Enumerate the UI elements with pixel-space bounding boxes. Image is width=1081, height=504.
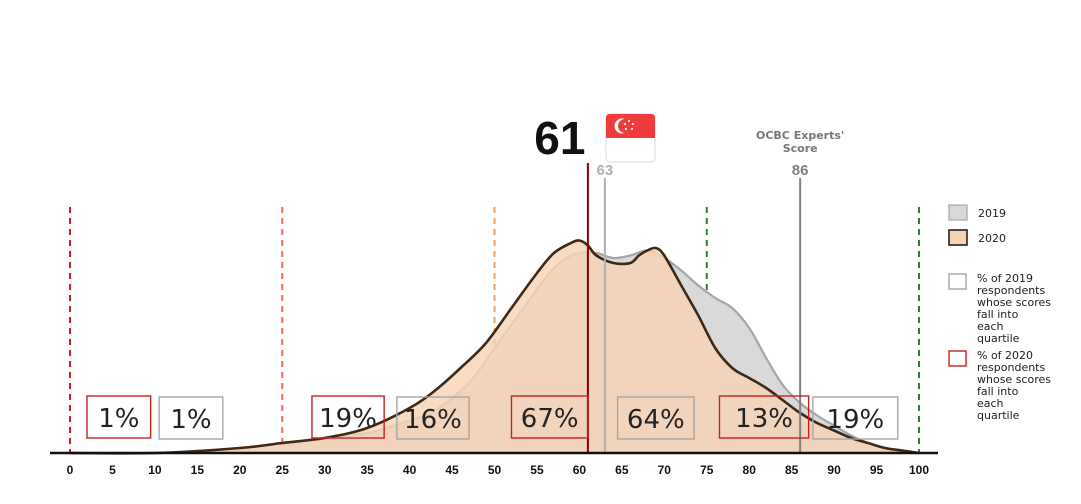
quartile-box-2019	[158, 396, 224, 440]
flag-star	[624, 127, 628, 131]
flag-star	[623, 122, 627, 126]
legend-label-2019: % of 2019 respondents whose scores fall int…	[977, 272, 1051, 345]
legend-label-2019: 2019	[978, 207, 1006, 220]
x-tick-label: 40	[403, 463, 417, 477]
x-tick-label: 95	[870, 463, 884, 477]
x-tick-label: 70	[658, 463, 672, 477]
x-tick-label: 85	[785, 463, 799, 477]
area-fill-2020	[70, 240, 919, 454]
legend-label-2020: % of 2020 respondents whose scores fall int…	[977, 349, 1051, 422]
x-tick-label: 75	[700, 463, 714, 477]
score-markers: 61 63 86 OCBC Experts'Score	[534, 112, 844, 453]
flag-star	[631, 122, 635, 126]
score-label-2020: 61	[534, 112, 585, 164]
flag-crescent-inner	[618, 119, 632, 133]
quartile-pct-label: 1%	[170, 405, 211, 435]
quartile-pct-label: 13%	[735, 404, 793, 434]
x-tick-label: 65	[615, 463, 629, 477]
quartile-box-2020	[718, 395, 810, 439]
quartile-box-2019	[396, 396, 470, 440]
quartile-box-2020	[510, 395, 589, 439]
x-tick-label: 10	[148, 463, 162, 477]
quartile-box-2019	[812, 396, 899, 440]
quartile-pct-label: 1%	[98, 404, 139, 434]
x-axis: 0 5 10 15 20 25 30 35 40 45 50 55 60 65 70 75 80 85 90 95 10…	[50, 451, 938, 477]
x-tick-label: 35	[360, 463, 374, 477]
x-tick-label: 15	[191, 463, 205, 477]
x-tick-label: 0	[67, 463, 74, 477]
quartile-pct-label: 67%	[521, 404, 579, 434]
legend-swatch-2019	[948, 204, 968, 221]
legend-swatch-2020	[948, 229, 968, 246]
x-tick-label: 55	[530, 463, 544, 477]
expert-score-title: Score	[783, 142, 818, 155]
flag-star	[630, 127, 634, 131]
legend-label-2020: 2020	[978, 232, 1006, 245]
expert-score-title: OCBC Experts'	[756, 129, 844, 142]
quartile-pct-label: 16%	[404, 405, 462, 435]
expert-score-label: 86	[792, 162, 809, 179]
quartile-box-2019	[616, 396, 695, 440]
quartile-boxes: 1% 1% 19% 16% 67% 64% 13% 19%	[86, 395, 899, 440]
flag-star	[627, 119, 631, 123]
x-tick-label: 5	[109, 463, 116, 477]
singapore-flag-icon	[605, 113, 656, 163]
x-tick-label: 25	[276, 463, 290, 477]
quartile-pct-label: 19%	[319, 404, 377, 434]
quartile-box-2020	[311, 395, 385, 439]
legend-box-2019	[948, 273, 967, 290]
legend: 2019 2020 % of 2019 respondents whose scores…	[948, 204, 1051, 422]
area-line-2020	[69, 239, 920, 455]
x-tick-label: 90	[827, 463, 841, 477]
x-tick-label: 20	[233, 463, 247, 477]
x-tick-label: 100	[909, 463, 929, 477]
quartile-pct-label: 64%	[627, 405, 685, 435]
distribution-areas	[69, 239, 920, 455]
x-tick-label: 60	[573, 463, 587, 477]
x-tick-label: 50	[488, 463, 502, 477]
score-label-2019: 63	[597, 162, 614, 179]
quartile-pct-label: 19%	[826, 405, 884, 435]
x-tick-label: 45	[445, 463, 459, 477]
x-tick-label: 30	[318, 463, 332, 477]
quartile-box-2020	[86, 395, 152, 439]
x-tick-label: 80	[743, 463, 757, 477]
legend-box-2020	[948, 350, 967, 367]
